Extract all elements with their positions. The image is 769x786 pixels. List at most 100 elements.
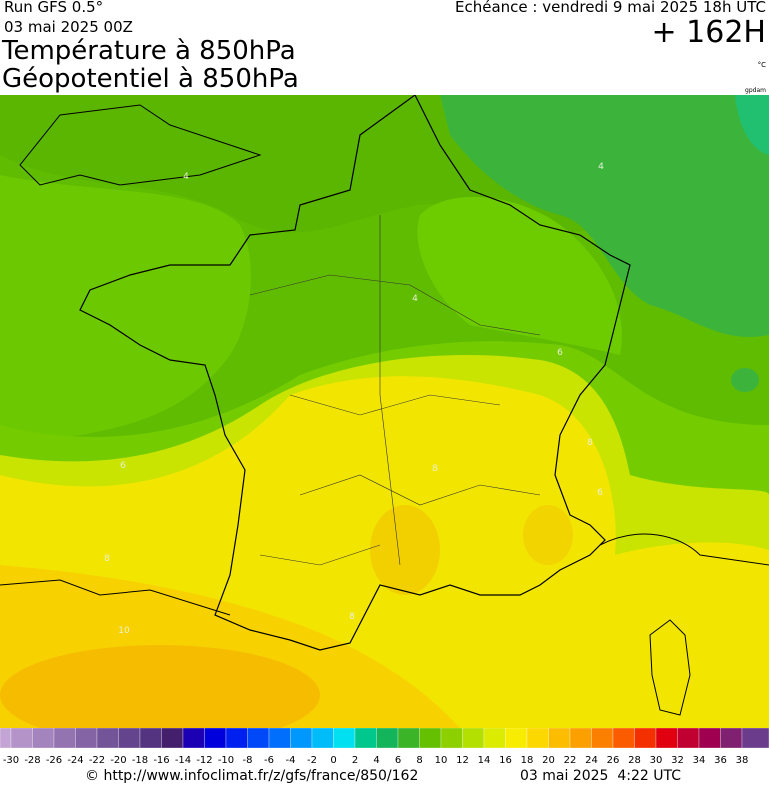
colorbar-label: 10	[435, 755, 448, 766]
colorbar-swatch	[182, 728, 205, 749]
colorbar-swatch	[247, 728, 270, 749]
colorbar-label: -30	[3, 755, 19, 766]
field	[0, 175, 251, 445]
colorbar-swatch	[741, 728, 769, 749]
colorbar-label: -16	[153, 755, 169, 766]
colorbar-swatch	[268, 728, 291, 749]
colorbar-swatch	[204, 728, 227, 749]
colorbar-swatch	[10, 728, 33, 749]
colorbar-swatch	[139, 728, 162, 749]
colorbar-swatch	[333, 728, 356, 749]
contour-label: 4	[183, 172, 189, 182]
colorbar-swatch	[96, 728, 119, 749]
colorbar-swatch	[612, 728, 635, 749]
colorbar-label: 22	[564, 755, 577, 766]
colorbar-label: -6	[264, 755, 274, 766]
contour-label: 10	[118, 626, 130, 636]
colorbar-swatch	[53, 728, 76, 749]
colorbar-label: 38	[736, 755, 749, 766]
colorbar-label: 30	[650, 755, 663, 766]
echeance: Echéance : vendredi 9 mai 2025 18h UTC	[455, 0, 766, 16]
field	[440, 95, 769, 338]
source-url: © http://www.infoclimat.fr/z/gfs/france/…	[85, 768, 419, 784]
timestamp: 03 mai 2025 4:22 UTC	[520, 768, 681, 784]
colorbar-label: 28	[628, 755, 641, 766]
colorbar-label: 14	[478, 755, 491, 766]
colorbar-label: 32	[671, 755, 684, 766]
colorbar-swatch	[655, 728, 678, 749]
colorbar-label: -2	[307, 755, 317, 766]
colorbar-label: 26	[607, 755, 620, 766]
colorbar-label: 2	[352, 755, 358, 766]
colorbar-swatch	[311, 728, 334, 749]
field	[370, 505, 440, 595]
colorbar-label: -24	[67, 755, 83, 766]
run-date: 03 mai 2025 00Z	[4, 18, 133, 36]
coastline	[649, 619, 691, 716]
colorbar-label: -8	[243, 755, 253, 766]
subtitle: Géopotentiel à 850hPa	[2, 64, 299, 94]
contour-label: 8	[349, 612, 355, 622]
field	[523, 505, 573, 565]
colorbar-swatch	[591, 728, 614, 749]
colorbar-swatch	[419, 728, 442, 749]
colorbar-swatch	[354, 728, 377, 749]
colorbar-label: 36	[714, 755, 727, 766]
contour-label: 4	[598, 162, 604, 172]
credit: gpdam	[745, 87, 766, 94]
colorbar-swatch	[290, 728, 313, 749]
colorbar-label: 20	[542, 755, 555, 766]
colorbar-label: -22	[89, 755, 105, 766]
colorbar-swatch	[483, 728, 506, 749]
department-border	[249, 215, 541, 566]
colorbar-swatch	[505, 728, 528, 749]
colorbar: -30 -28 -26 -24 -22 -20 -18 -16 -14 -12 -10 -8 -6 -4-…	[0, 728, 769, 766]
colorbar-swatch	[440, 728, 463, 749]
colorbar-label: -10	[218, 755, 234, 766]
contour-label: 8	[104, 554, 110, 564]
colorbar-swatch	[75, 728, 98, 749]
colorbar-label: -28	[24, 755, 40, 766]
colorbar-label: 16	[499, 755, 512, 766]
colorbar-swatch	[698, 728, 721, 749]
colorbar-label: -4	[286, 755, 296, 766]
field	[735, 95, 769, 155]
colorbar-label: -18	[132, 755, 148, 766]
run-label: Run GFS 0.5°	[4, 0, 104, 16]
colorbar-label: 4	[373, 755, 379, 766]
field	[731, 368, 759, 392]
colorbar-label: -14	[175, 755, 191, 766]
map: 4 4 4 6 6 8 8 10 8 8 6	[0, 95, 769, 728]
field	[0, 645, 320, 728]
colorbar-label: 34	[693, 755, 706, 766]
colorbar-swatch	[548, 728, 571, 749]
colorbar-label: 12	[456, 755, 469, 766]
colorbar-swatch	[720, 728, 743, 749]
colorbar-swatch	[0, 728, 12, 749]
colorbar-swatch	[225, 728, 248, 749]
lead-time: + 162H	[651, 15, 767, 50]
colorbar-swatch	[569, 728, 592, 749]
colorbar-swatch	[397, 728, 420, 749]
coastline	[19, 104, 262, 186]
colorbar-label: -20	[110, 755, 126, 766]
colorbar-label: 24	[585, 755, 598, 766]
colorbar-swatch	[118, 728, 141, 749]
contour-label: 6	[597, 488, 603, 498]
title: Température à 850hPa	[2, 36, 296, 66]
contour-label: 8	[587, 438, 593, 448]
border	[0, 579, 231, 616]
contour-label: 4	[412, 294, 418, 304]
colorbar-swatch	[161, 728, 184, 749]
unit: °C	[757, 61, 766, 69]
colorbar-label: -12	[196, 755, 212, 766]
colorbar-swatch	[376, 728, 399, 749]
colorbar-label: 6	[395, 755, 401, 766]
colorbar-swatch	[677, 728, 700, 749]
colorbar-label: 8	[416, 755, 422, 766]
field	[417, 196, 622, 355]
coastline	[599, 533, 769, 566]
coastline	[79, 95, 631, 651]
contour-label: 6	[120, 461, 126, 471]
